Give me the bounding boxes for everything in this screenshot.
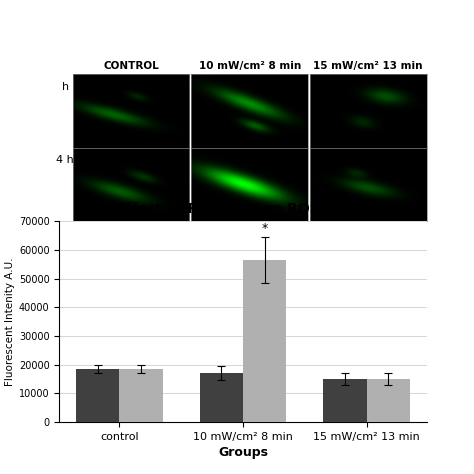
Text: h: h: [62, 82, 69, 91]
Legend: 0 hours, 24 hours: 0 hours, 24 hours: [165, 472, 320, 474]
Bar: [119, 369, 163, 422]
Bar: [323, 379, 366, 422]
Text: 15 mW/cm² 13 min: 15 mW/cm² 13 min: [313, 61, 423, 71]
Bar: [76, 369, 119, 422]
Text: 4 h: 4 h: [56, 155, 74, 165]
Bar: [200, 373, 243, 422]
Bar: [366, 379, 410, 422]
Y-axis label: Fluorescent Intenity A.U.: Fluorescent Intenity A.U.: [5, 257, 15, 386]
Text: 10 mW/cm² 8 min: 10 mW/cm² 8 min: [199, 61, 301, 71]
Title: Effect of Red light on ROS levels: Effect of Red light on ROS levels: [116, 202, 370, 216]
X-axis label: Groups: Groups: [218, 446, 268, 459]
Text: CONTROL: CONTROL: [103, 61, 159, 71]
Text: *: *: [262, 222, 268, 235]
Bar: [243, 260, 286, 422]
